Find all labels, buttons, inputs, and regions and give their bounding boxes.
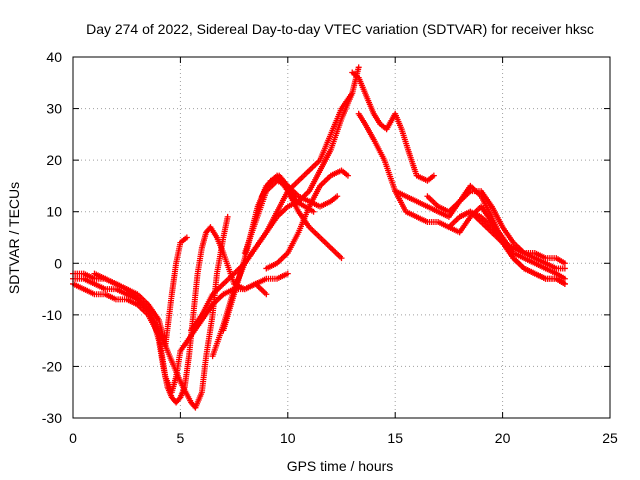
y-tick-label: 0 bbox=[54, 255, 62, 271]
y-tick-label: -30 bbox=[42, 410, 62, 426]
data-point-markers bbox=[209, 90, 356, 360]
series-track-11 bbox=[349, 69, 437, 184]
series-track-10 bbox=[259, 172, 317, 215]
x-tick-label: 0 bbox=[69, 430, 77, 446]
y-tick-label: 20 bbox=[46, 152, 62, 168]
x-tick-label: 10 bbox=[280, 430, 296, 446]
axis-ticks: 0 5 10 15 20 25 -30 -20 -10 0 10 20 30 40 bbox=[42, 49, 618, 446]
y-tick-label: 30 bbox=[46, 101, 62, 117]
data-series bbox=[70, 64, 568, 411]
y-tick-label: 10 bbox=[46, 204, 62, 220]
y-axis-title: SDTVAR / TECUs bbox=[6, 182, 22, 294]
x-tick-label: 20 bbox=[495, 430, 511, 446]
series-track-6 bbox=[209, 90, 356, 360]
series-track-16 bbox=[445, 208, 568, 287]
plot-border bbox=[72, 56, 611, 419]
data-point-markers bbox=[259, 172, 317, 215]
series-track-4 bbox=[91, 213, 231, 411]
x-axis-title: GPS time / hours bbox=[287, 458, 394, 474]
x-tick-label: 25 bbox=[602, 430, 618, 446]
data-point-markers bbox=[445, 208, 568, 287]
data-point-markers bbox=[91, 213, 231, 411]
y-tick-label: -10 bbox=[42, 307, 62, 323]
x-tick-label: 5 bbox=[177, 430, 185, 446]
y-tick-label: -20 bbox=[42, 358, 62, 374]
chart-title: Day 274 of 2022, Sidereal Day-to-day VTE… bbox=[86, 21, 594, 37]
x-tick-label: 15 bbox=[387, 430, 403, 446]
y-tick-label: 40 bbox=[46, 49, 62, 65]
data-point-markers bbox=[349, 69, 437, 184]
